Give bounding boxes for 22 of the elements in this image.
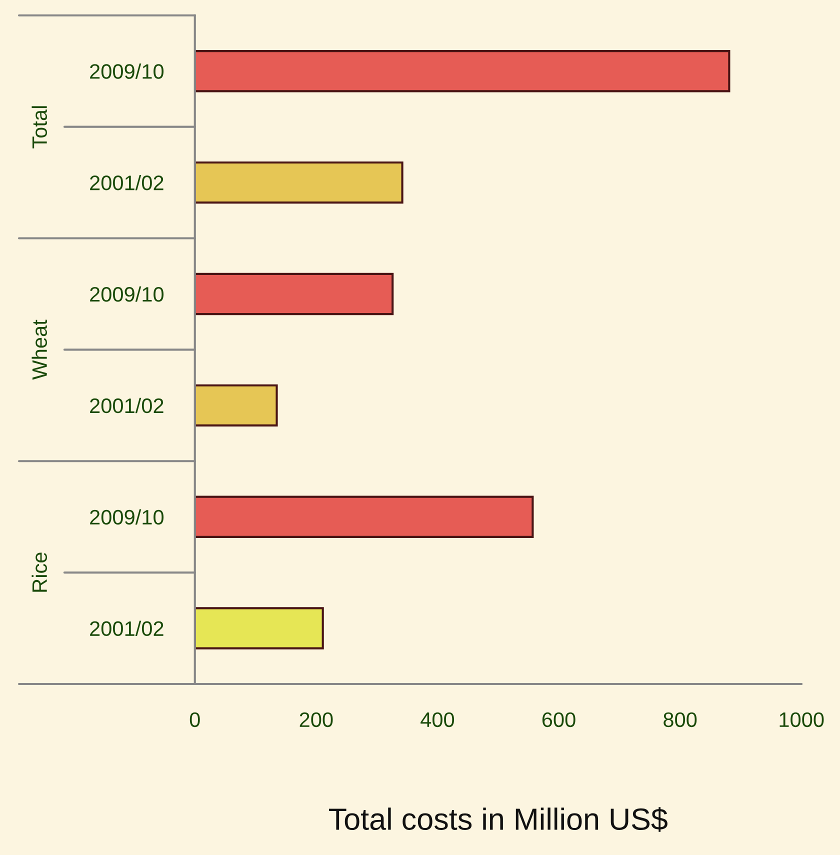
y-tick-label: 2001/02: [90, 620, 164, 636]
text: Rice: [32, 552, 48, 592]
bar: [194, 496, 534, 538]
y-tick-label: 2009/10: [90, 286, 164, 302]
y-tick-label: 2009/10: [90, 64, 164, 79]
x-tick-label: 200: [300, 712, 333, 728]
bar: [194, 161, 404, 204]
y-tick-label: 2009/10: [90, 509, 164, 525]
text: Wheat: [32, 320, 48, 380]
text: Total: [32, 106, 48, 148]
bar: [194, 384, 278, 427]
x-tick-label: 0: [190, 712, 200, 728]
x-tick-label: 1000: [780, 712, 824, 728]
bar: [194, 607, 324, 650]
x-tick-label: 600: [542, 712, 576, 728]
bar: [194, 272, 394, 316]
x-tick-label: 800: [664, 712, 697, 728]
x-tick-label: 400: [420, 712, 454, 728]
bar: [194, 50, 730, 92]
y-tick-label: 2001/02: [90, 174, 164, 190]
y-tick-label: 2001/02: [90, 398, 164, 414]
x-axis-title: Total costs in Million US$: [329, 807, 668, 832]
